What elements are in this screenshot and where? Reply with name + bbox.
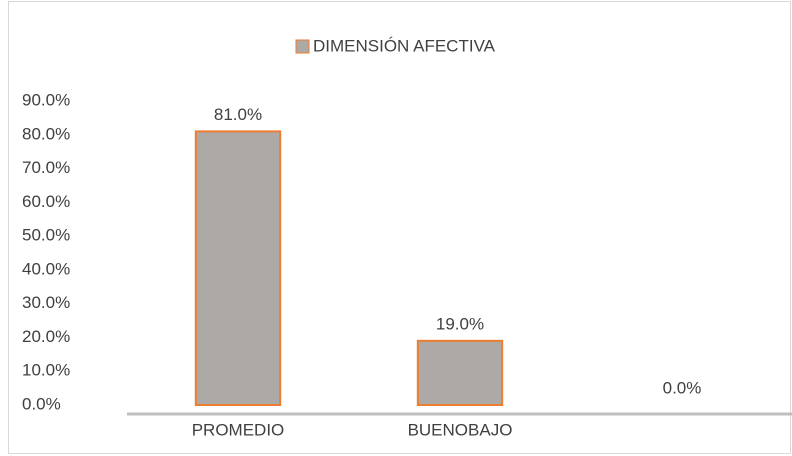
y-tick-label: 60.0% [22, 192, 70, 211]
y-tick-label: 0.0% [22, 394, 61, 413]
chart-border [8, 1, 791, 454]
legend-swatch [295, 39, 310, 54]
y-tick-label: 70.0% [22, 158, 70, 177]
y-tick-label: 50.0% [22, 226, 70, 245]
data-label: 19.0% [436, 314, 484, 333]
bar [194, 130, 282, 406]
bar [416, 339, 504, 407]
y-tick-label: 90.0% [22, 90, 70, 109]
y-tick-label: 80.0% [22, 124, 70, 143]
y-tick-label: 10.0% [22, 361, 70, 380]
y-tick-label: 30.0% [22, 293, 70, 312]
x-tick-label: PROMEDIO [192, 420, 285, 439]
data-label: 0.0% [663, 378, 702, 397]
data-label: 81.0% [214, 105, 262, 124]
legend-label: DIMENSIÓN AFECTIVA [313, 36, 496, 55]
x-tick-label: BUENOBAJO [408, 420, 513, 439]
y-tick-label: 40.0% [22, 259, 70, 278]
y-tick-label: 20.0% [22, 327, 70, 346]
